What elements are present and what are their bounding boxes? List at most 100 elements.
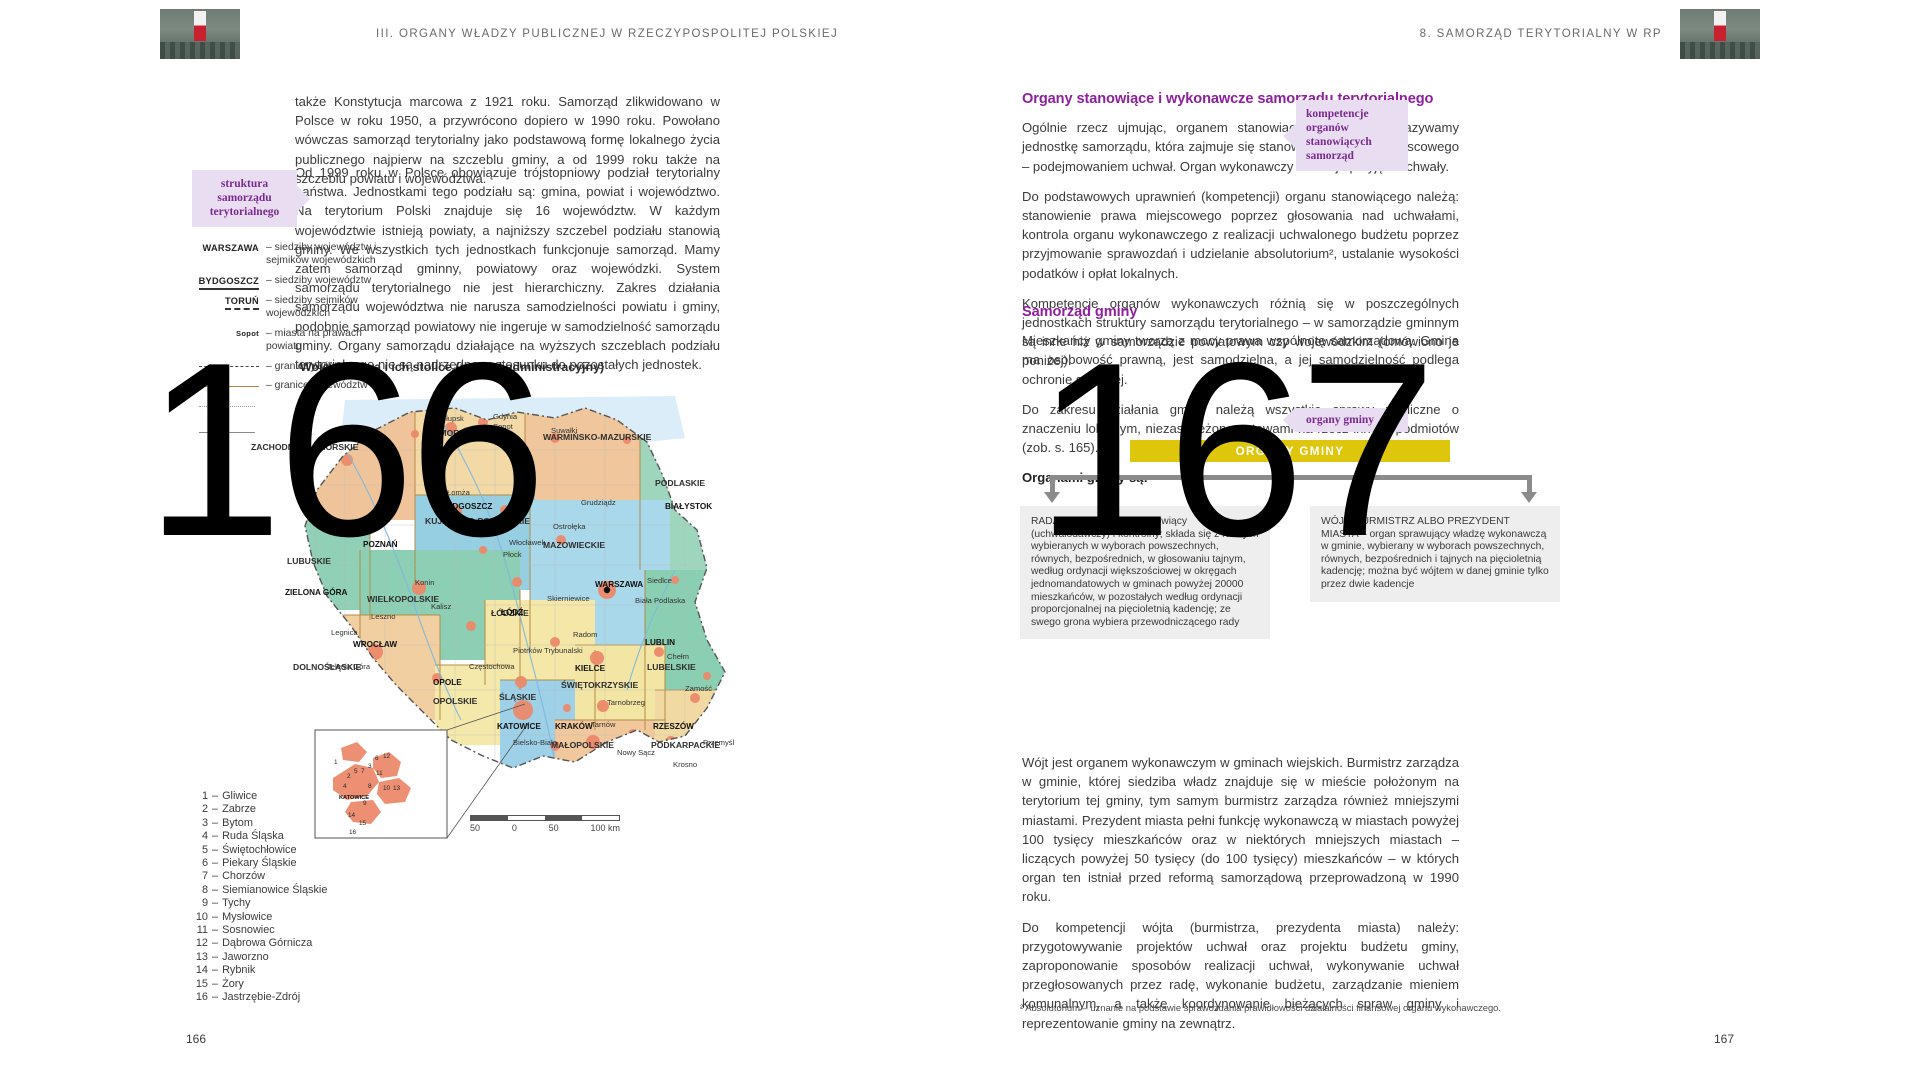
svg-text:9: 9 — [363, 800, 367, 807]
scale-bar-ticks: 50 0 50 100 km — [470, 823, 620, 833]
legend-key: Sopot — [235, 328, 259, 338]
arrow-down-icon — [1044, 492, 1060, 503]
paragraph-text: Wójt jest organem wykonawczym w gminach … — [1022, 755, 1459, 905]
map-label-voivodeship: WARMIŃSKO-MAZURSKIE — [543, 432, 652, 442]
map-label-city: Jelenia Góra — [327, 662, 371, 671]
map-label-city: Włocławek — [509, 538, 546, 547]
map-label-capital: ZIELONA GÓRA — [285, 588, 348, 597]
footnote-absolutorium: ² Absolutorium – uznanie na podstawie sp… — [1020, 1002, 1501, 1013]
svg-text:15: 15 — [359, 820, 367, 827]
legend-line-voivodeship-icon — [182, 380, 266, 393]
svg-text:10: 10 — [383, 785, 391, 792]
map-svg: 1 2 5 7 3 12 11 4 8 10 13 6 9 14 15 16 — [255, 390, 765, 845]
city-name: Mysłowice — [222, 910, 273, 923]
legend-line-powiat-icon — [182, 400, 266, 413]
diagram-title-bar: ORGANY GMINY — [1130, 440, 1450, 462]
list-item: 2– Zabrze — [188, 803, 327, 816]
list-item: 10– Mysłowice — [188, 911, 327, 924]
map-label-city: Zamość — [685, 684, 713, 693]
svg-text:KATOWICE: KATOWICE — [339, 795, 369, 801]
map-label-voivodeship: MAŁOPOLSKIE — [551, 740, 615, 750]
city-name: Jaworzno — [222, 950, 269, 963]
diagram-connector-bar — [1050, 475, 1532, 480]
map-label-voivodeship: LUBELSKIE — [647, 662, 696, 672]
svg-text:8: 8 — [368, 783, 372, 790]
scale-tick: 100 km — [590, 823, 620, 833]
list-item: 13– Jaworzno — [188, 951, 327, 964]
legend-line-city-icon — [182, 420, 266, 446]
city-name: Rybnik — [222, 964, 256, 977]
poland-administrative-map: 1 2 5 7 3 12 11 4 8 10 13 6 9 14 15 16 — [251, 390, 765, 845]
running-head-left-text: III. ORGANY WŁADZY PUBLICZNEJ W RZECZYPO… — [376, 28, 839, 40]
paragraph-text: Do kompetencji wójta (burmistrza, prezyd… — [1022, 919, 1459, 1031]
map-label-city: Piotrków Trybunalski — [513, 646, 583, 655]
map-label-city: Łomża — [447, 488, 470, 497]
index-number: 16 — [195, 991, 208, 1004]
city-name: Chorzów — [222, 870, 266, 883]
city-name: Dąbrowa Górnicza — [222, 937, 313, 950]
margin-tag-text: struktura samorządu terytorialnego — [209, 178, 280, 218]
running-head-left: III. ORGANY WŁADZY PUBLICZNEJ W RZECZYPO… — [160, 8, 838, 60]
legend-desc: – siedziby województw — [266, 274, 372, 286]
map-label-voivodeship: MAZOWIECKIE — [543, 540, 606, 550]
svg-text:7: 7 — [361, 768, 365, 775]
legend-desc: – granica państwa — [266, 360, 351, 372]
list-item: 15– Żory — [188, 978, 327, 991]
index-number: 5 — [201, 843, 208, 856]
map-label-city: Legnica — [331, 628, 358, 637]
svg-text:1: 1 — [334, 759, 338, 766]
map-label-city: Sopot — [493, 422, 513, 431]
city-name: Sosnowiec — [222, 924, 275, 937]
city-name: Jastrzębie-Zdrój — [222, 991, 301, 1004]
map-figure-caption: Województwa i ich stolice (podział admin… — [300, 360, 605, 374]
map-label-city: Grudziądz — [581, 498, 616, 507]
index-number: 6 — [201, 857, 208, 870]
legend-row: TORUŃ – siedziby sejmików wojewódzkich — [182, 295, 382, 321]
margin-tag-text: organy gminy — [1306, 414, 1375, 426]
silesia-inset: 1 2 5 7 3 12 11 4 8 10 13 6 9 14 15 16 — [314, 703, 530, 839]
arrow-down-icon — [1521, 492, 1537, 503]
legend-desc: – granice województw — [266, 380, 368, 392]
map-label-city: Siedlce — [647, 576, 672, 585]
diagram-connector-left — [1050, 480, 1055, 494]
paragraph-text: Od 1999 roku w Polsce obowiązuje trójsto… — [295, 165, 720, 373]
section-heading-samorzad-gminy: Samorząd gminy — [1022, 304, 1138, 320]
map-label-capital: KIELCE — [575, 664, 606, 673]
map-label-city: Tarnobrzeg — [607, 698, 645, 707]
map-label-city: Płock — [503, 550, 522, 559]
index-number: 10 — [195, 910, 208, 923]
index-number: 4 — [201, 830, 208, 843]
folio-left: 166 — [186, 1032, 207, 1046]
map-label-voivodeship: ŁÓDZKIE — [491, 608, 529, 618]
scale-bar-graphic — [470, 815, 620, 821]
map-label-city: Skierniewice — [547, 594, 590, 603]
map-label-city: Suwałki — [551, 426, 578, 435]
diagram-box-wojt-burmistrz: WÓJT, BURMISTRZ ALBO PREZYDENT MIASTA – … — [1310, 506, 1560, 602]
map-legend: WARSZAWA – siedziby województw i sejmikó… — [182, 242, 382, 453]
map-label-capital: KRAKÓW — [555, 722, 593, 731]
map-label-city: Chełm — [667, 652, 689, 661]
map-label-city: Krosno — [673, 760, 698, 769]
city-name: Piekary Śląskie — [222, 857, 297, 870]
map-label-city: Leszno — [371, 612, 396, 621]
map-label-voivodeship: POMORSKIE — [427, 428, 480, 438]
map-label-capital: BIAŁYSTOK — [665, 502, 713, 511]
map-label-voivodeship: WIELKOPOLSKIE — [367, 594, 440, 604]
index-number: 2 — [201, 803, 208, 816]
svg-text:12: 12 — [383, 753, 391, 760]
legend-desc: – siedziby województw i sejmików wojewód… — [266, 242, 377, 266]
map-label-voivodeship: ŚLĄSKIE — [499, 692, 537, 702]
map-label-voivodeship: ŚWIĘTOKRZYSKIE — [561, 680, 639, 690]
map-label-capital: WROCŁAW — [353, 640, 398, 649]
legend-row: – granica państwa — [182, 361, 382, 374]
scale-tick: 50 — [470, 823, 481, 833]
margin-tag-organy-gminy: organy gminy — [1296, 408, 1408, 432]
map-label-city: Słupsk — [441, 414, 464, 423]
map-label-capital: BYDGOSZCZ — [441, 502, 493, 511]
legend-row: WARSZAWA – siedziby województw i sejmikó… — [182, 242, 382, 268]
index-number: 7 — [201, 870, 208, 883]
city-name: Gliwice — [222, 790, 258, 802]
sejm-chamber-photo — [1680, 9, 1760, 59]
paragraph-text: Mieszkańcy gminy tworzą z mocy prawa wsp… — [1022, 333, 1459, 387]
